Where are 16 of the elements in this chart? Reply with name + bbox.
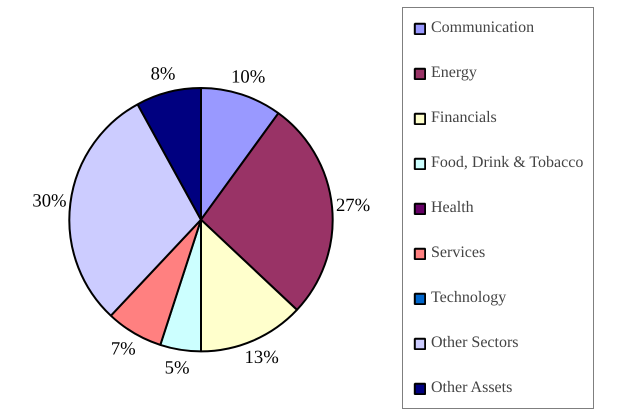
data-label: 8% <box>150 64 176 85</box>
legend-label: Financials <box>431 108 497 128</box>
legend-label: Other Sectors <box>431 333 519 353</box>
data-label: 10% <box>231 66 266 88</box>
legend-label: Communication <box>431 18 534 38</box>
data-label: 7% <box>110 338 136 360</box>
data-label: 27% <box>336 195 370 216</box>
legend-label: Technology <box>431 288 506 308</box>
data-label: 13% <box>244 347 279 368</box>
data-label: 5% <box>164 358 190 379</box>
legend-label: Energy <box>431 63 477 83</box>
legend-label: Food, Drink & Tobacco <box>431 153 584 173</box>
legend-label: Services <box>431 243 486 263</box>
legend-label: Other Assets <box>431 378 512 398</box>
data-label: 30% <box>32 190 67 212</box>
legend-label: Health <box>431 198 474 218</box>
